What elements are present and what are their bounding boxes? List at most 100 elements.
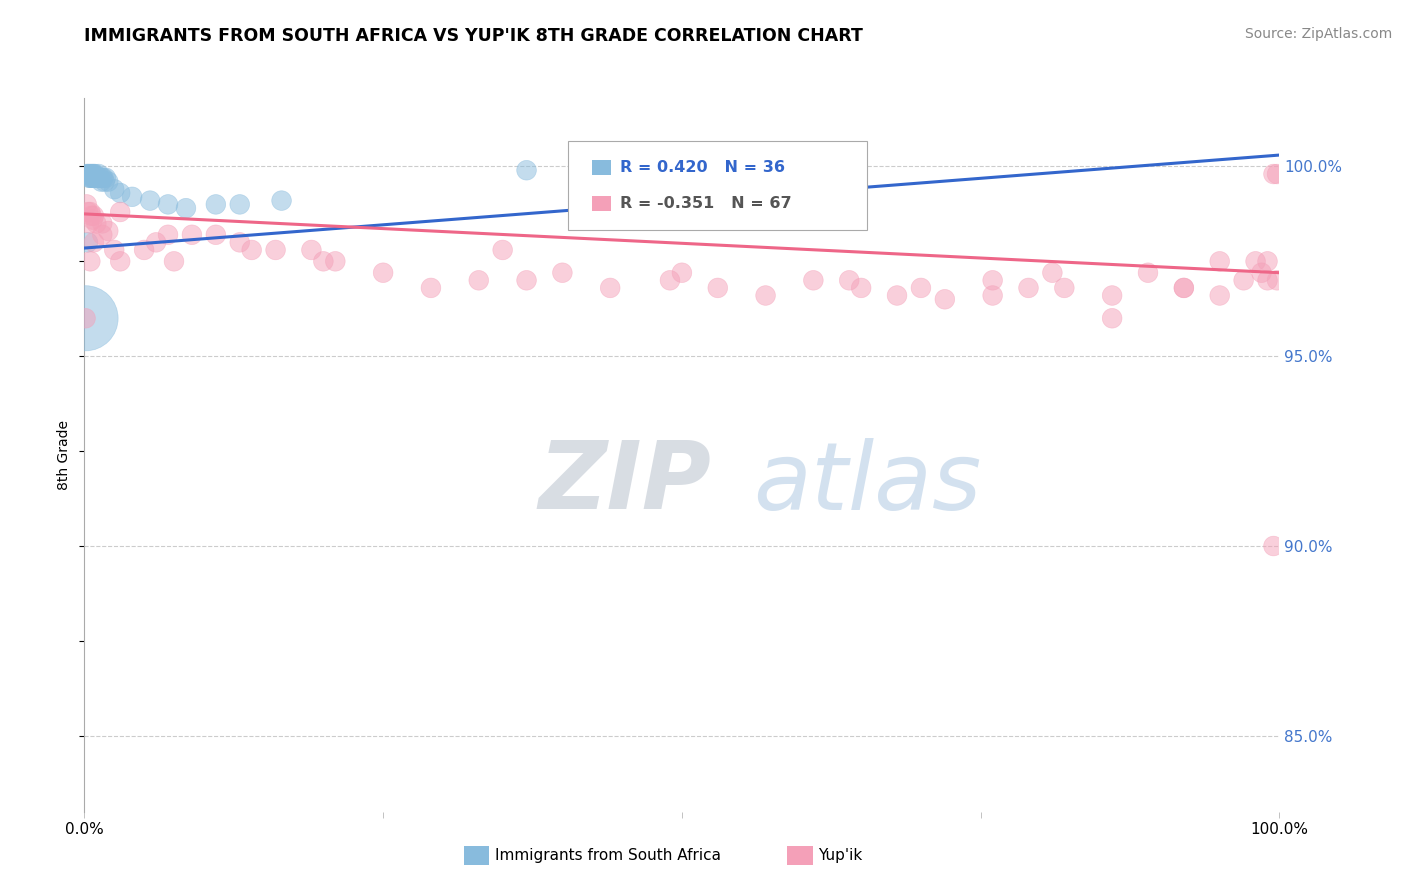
Point	[981, 273, 1004, 287]
Point	[910, 281, 932, 295]
Text: Yup'ik: Yup'ik	[818, 848, 862, 863]
Point	[1136, 266, 1159, 280]
Point	[77, 216, 100, 230]
Point	[75, 311, 97, 326]
Point	[467, 273, 491, 287]
Point	[180, 227, 202, 242]
Point	[419, 281, 441, 295]
Point	[1232, 273, 1256, 287]
Bar	[592, 160, 610, 176]
Point	[1265, 167, 1288, 181]
Point	[97, 175, 120, 189]
Point	[516, 273, 538, 287]
Text: IMMIGRANTS FROM SOUTH AFRICA VS YUP'IK 8TH GRADE CORRELATION CHART: IMMIGRANTS FROM SOUTH AFRICA VS YUP'IK 8…	[84, 27, 863, 45]
Point	[707, 281, 730, 295]
Point	[86, 170, 108, 185]
Point	[97, 224, 120, 238]
Point	[838, 273, 860, 287]
Point	[658, 273, 681, 287]
Point	[801, 273, 824, 287]
Point	[89, 170, 111, 185]
Point	[1257, 254, 1279, 268]
Point	[83, 167, 105, 181]
Point	[981, 288, 1004, 302]
Text: R = 0.420   N = 36: R = 0.420 N = 36	[620, 160, 785, 175]
Point	[110, 186, 132, 200]
Point	[110, 205, 132, 219]
Point	[1265, 273, 1288, 287]
Point	[886, 288, 908, 302]
Point	[205, 197, 228, 211]
Point	[90, 175, 112, 189]
Point	[79, 170, 101, 185]
Point	[84, 170, 107, 185]
Point	[94, 170, 117, 185]
Point	[551, 266, 574, 280]
Point	[671, 266, 693, 280]
Point	[83, 209, 105, 223]
Point	[599, 281, 621, 295]
Point	[371, 266, 394, 280]
Point	[1257, 273, 1279, 287]
Text: atlas: atlas	[754, 438, 981, 529]
Text: Source: ZipAtlas.com: Source: ZipAtlas.com	[1244, 27, 1392, 41]
Point	[91, 216, 114, 230]
Point	[77, 167, 100, 181]
FancyBboxPatch shape	[568, 141, 868, 230]
Point	[80, 209, 103, 223]
Point	[1040, 266, 1064, 280]
Point	[77, 235, 100, 250]
Point	[77, 205, 100, 219]
Point	[139, 194, 162, 208]
Point	[91, 170, 114, 185]
Point	[79, 167, 101, 181]
Point	[1101, 288, 1123, 302]
Point	[1173, 281, 1195, 295]
Text: ZIP: ZIP	[538, 437, 711, 530]
Point	[205, 227, 228, 242]
Point	[1101, 311, 1123, 326]
Point	[1053, 281, 1076, 295]
Point	[264, 243, 287, 257]
Point	[77, 167, 100, 181]
Point	[79, 254, 101, 268]
Point	[492, 243, 515, 257]
Point	[93, 175, 115, 189]
Point	[145, 235, 167, 250]
Point	[93, 170, 115, 185]
Point	[86, 170, 108, 185]
Point	[86, 216, 108, 230]
Point	[82, 167, 104, 181]
Point	[157, 197, 180, 211]
Point	[1263, 167, 1285, 181]
Point	[132, 243, 156, 257]
Point	[1208, 254, 1232, 268]
Point	[103, 182, 125, 196]
Point	[80, 167, 103, 181]
Point	[157, 227, 180, 242]
Point	[228, 197, 252, 211]
Point	[754, 288, 776, 302]
Text: R = -0.351   N = 67: R = -0.351 N = 67	[620, 196, 792, 211]
Point	[323, 254, 347, 268]
Point	[163, 254, 186, 268]
Point	[1208, 288, 1232, 302]
Point	[76, 197, 98, 211]
Point	[82, 212, 104, 227]
Point	[174, 201, 197, 215]
Point	[76, 167, 98, 181]
Y-axis label: 8th Grade: 8th Grade	[58, 420, 72, 490]
Point	[77, 170, 100, 185]
Point	[849, 281, 872, 295]
Point	[240, 243, 263, 257]
Point	[301, 243, 323, 257]
Point	[1263, 539, 1285, 553]
Point	[110, 254, 132, 268]
Point	[228, 235, 252, 250]
Point	[75, 311, 97, 326]
Point	[84, 167, 107, 181]
Point	[934, 293, 956, 307]
Point	[83, 235, 105, 250]
Point	[82, 170, 104, 185]
Point	[103, 243, 125, 257]
